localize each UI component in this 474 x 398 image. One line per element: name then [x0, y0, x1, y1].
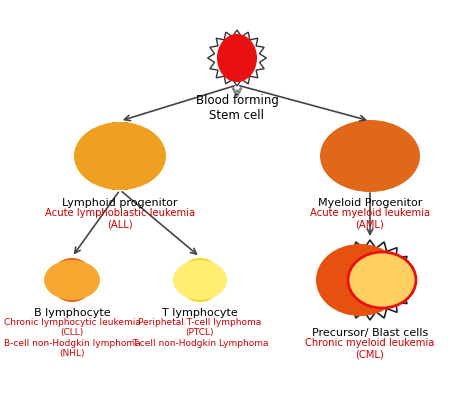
Polygon shape: [208, 30, 266, 86]
Polygon shape: [333, 123, 407, 189]
Text: Acute lymphoblastic leukemia
(ALL): Acute lymphoblastic leukemia (ALL): [45, 208, 195, 230]
Text: B lymphocyte: B lymphocyte: [34, 308, 110, 318]
Text: Blood forming
Stem cell: Blood forming Stem cell: [196, 94, 278, 122]
Circle shape: [50, 258, 94, 302]
Text: Chronic myeloid leukemia
(CML): Chronic myeloid leukemia (CML): [305, 338, 435, 360]
Ellipse shape: [348, 252, 416, 308]
Circle shape: [178, 258, 222, 302]
Ellipse shape: [316, 244, 404, 316]
Ellipse shape: [173, 260, 227, 300]
Text: T lymphocyte: T lymphocyte: [162, 308, 238, 318]
Polygon shape: [82, 123, 157, 189]
Polygon shape: [324, 240, 416, 320]
Text: Chronic lymphocytic leukemia
(CLL)
B-cell non-Hodgkin lymphoma
(NHL): Chronic lymphocytic leukemia (CLL) B-cel…: [4, 318, 140, 358]
Ellipse shape: [74, 122, 166, 190]
Ellipse shape: [44, 260, 100, 300]
Text: Precursor/ Blast cells: Precursor/ Blast cells: [312, 328, 428, 338]
Text: Acute myeloid leukemia
(AML): Acute myeloid leukemia (AML): [310, 208, 430, 230]
Ellipse shape: [320, 120, 420, 192]
Text: Myeloid Progenitor: Myeloid Progenitor: [318, 198, 422, 208]
Ellipse shape: [217, 34, 257, 82]
Text: Periphetal T-cell lymphoma
(PTCL)
T-cell non-Hodgkin Lymphoma: Periphetal T-cell lymphoma (PTCL) T-cell…: [132, 318, 268, 348]
Text: Lymphoid progenitor: Lymphoid progenitor: [62, 198, 178, 208]
